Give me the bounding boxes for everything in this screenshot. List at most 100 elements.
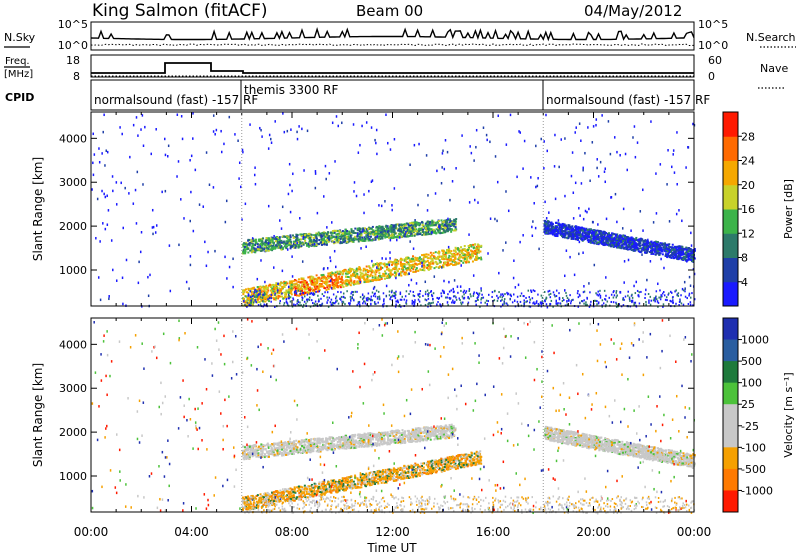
- noise-cell: [455, 167, 457, 170]
- echo-cell: [404, 259, 407, 262]
- echo-cell: [265, 293, 268, 296]
- echo-cell: [296, 236, 299, 239]
- noise-cell: [256, 277, 259, 281]
- echo-cell: [385, 276, 388, 279]
- noise-cell: [110, 239, 113, 242]
- echo-cell: [351, 239, 354, 242]
- echo-cell: [348, 283, 351, 286]
- noise-cell: [648, 299, 650, 302]
- echo-cell: [583, 238, 586, 241]
- echo-cell: [318, 282, 321, 285]
- echo-cell: [378, 272, 381, 275]
- echo-cell: [401, 235, 404, 238]
- echo-cell: [561, 232, 564, 235]
- noise-cell: [553, 165, 556, 168]
- echo-cell: [312, 279, 315, 282]
- echo-cell: [260, 291, 263, 294]
- ground-echo-cell: [623, 298, 625, 301]
- echo-cell: [366, 234, 369, 237]
- echo-cell: [434, 232, 437, 235]
- noise-cell: [147, 275, 149, 279]
- echo-cell: [269, 241, 272, 244]
- echo-cell: [286, 237, 289, 240]
- noise-cell: [572, 217, 575, 220]
- echo-cell: [681, 245, 684, 248]
- echo-cell: [294, 245, 297, 248]
- echo-cell: [393, 224, 396, 227]
- echo-cell: [434, 251, 437, 254]
- echo-cell: [312, 240, 315, 243]
- noise-cell: [468, 201, 471, 204]
- echo-cell: [608, 232, 611, 235]
- echo-cell: [605, 238, 608, 241]
- echo-cell: [402, 231, 405, 234]
- noise-cell: [544, 200, 546, 204]
- noise-cell: [301, 260, 304, 263]
- echo-cell: [551, 232, 554, 235]
- noise-cell: [473, 159, 475, 162]
- echo-cell: [377, 278, 380, 281]
- ground-echo-cell: [314, 300, 317, 303]
- echo-cell: [554, 226, 557, 229]
- echo-cell: [476, 248, 479, 251]
- noise-cell: [92, 132, 95, 136]
- echo-cell: [429, 260, 432, 263]
- noise-cell: [578, 252, 580, 256]
- ground-echo-cell: [539, 301, 542, 304]
- echo-cell: [619, 238, 622, 241]
- echo-cell: [334, 282, 337, 285]
- noise-cell: [215, 128, 218, 132]
- echo-cell: [361, 276, 364, 279]
- noise-cell: [668, 220, 671, 223]
- noise-cell: [613, 136, 616, 139]
- echo-cell: [332, 232, 335, 235]
- echo-cell: [600, 242, 603, 245]
- echo-cell: [480, 258, 483, 261]
- noise-cell: [103, 192, 105, 196]
- echo-cell: [256, 291, 259, 294]
- echo-cell: [586, 233, 589, 236]
- noise-cell: [373, 285, 376, 289]
- echo-cell: [465, 259, 468, 262]
- echo-cell: [287, 236, 290, 239]
- echo-cell: [624, 239, 627, 242]
- echo-cell: [250, 249, 253, 252]
- noise-cell: [577, 305, 580, 308]
- echo-cell: [452, 229, 455, 232]
- echo-cell: [275, 286, 278, 289]
- echo-cell: [663, 242, 666, 245]
- echo-cell: [282, 246, 285, 249]
- echo-cell: [363, 278, 366, 281]
- noise-cell: [688, 275, 691, 279]
- echo-cell: [442, 265, 445, 268]
- noise-cell: [169, 289, 172, 293]
- noise-cell: [690, 244, 693, 247]
- noise-cell: [531, 225, 533, 229]
- echo-cell: [415, 257, 418, 260]
- echo-cell: [349, 234, 352, 237]
- echo-cell: [408, 222, 411, 225]
- noise-cell: [161, 190, 163, 194]
- echo-cell: [475, 258, 478, 261]
- noise-cell: [446, 150, 449, 154]
- echo-cell: [436, 226, 439, 229]
- echo-cell: [643, 239, 646, 242]
- echo-cell: [433, 255, 436, 258]
- echo-cell: [427, 230, 430, 233]
- ground-echo-cell: [622, 297, 625, 300]
- echo-cell: [603, 235, 606, 238]
- echo-cell: [325, 278, 328, 281]
- echo-cell: [284, 295, 287, 298]
- echo-cell: [267, 295, 270, 298]
- echo-cell: [664, 243, 667, 246]
- echo-cell: [543, 228, 546, 231]
- echo-cell: [627, 237, 630, 240]
- echo-cell: [275, 288, 278, 291]
- echo-cell: [415, 259, 418, 262]
- noise-cell: [281, 269, 284, 273]
- noise-cell: [189, 158, 191, 162]
- echo-cell: [373, 278, 376, 281]
- echo-cell: [405, 269, 408, 272]
- noise-cell: [226, 277, 228, 280]
- noise-cell: [144, 125, 146, 129]
